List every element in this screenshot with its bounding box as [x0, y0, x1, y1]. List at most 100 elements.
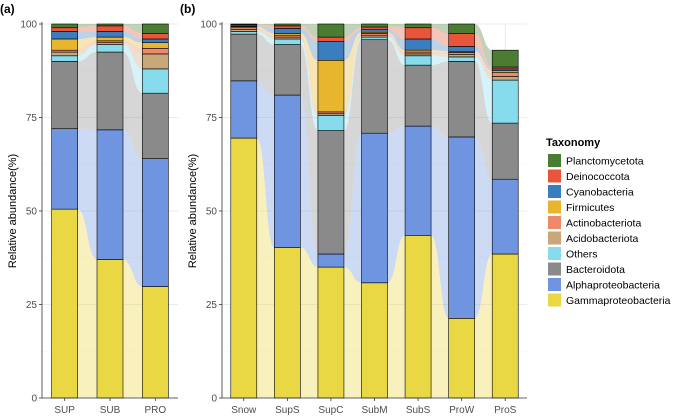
flow-others-b: [431, 55, 449, 66]
bar-sups-deinococcota: [274, 25, 301, 29]
flow-planctomycetota-b: [431, 24, 449, 34]
bar-sups-gammaproteobacteria: [274, 247, 301, 399]
flow-alphaproteobacteria-a: [123, 129, 143, 287]
panel-label-a: (a): [0, 2, 15, 16]
flow-firmicutes-b: [343, 32, 362, 112]
legend-title: Taxonomy: [546, 137, 601, 149]
flow-gammaproteobacteria-b: [474, 254, 493, 398]
flow-cyanobacteria-b: [300, 28, 318, 61]
bar-pro-actinobacteriota: [142, 48, 169, 55]
flows-b: [256, 24, 493, 398]
bar-prow-others: [448, 56, 475, 62]
flow-firmicutes-b: [474, 51, 493, 73]
y-tick-label-b-50: 50: [206, 207, 218, 218]
legend-swatch-others: [548, 247, 561, 260]
flow-bacteroidota-b: [343, 39, 362, 255]
bar-pros-bacteroidota: [491, 122, 519, 180]
flow-cyanobacteria-b: [256, 25, 275, 34]
flow-gammaproteobacteria-b: [431, 235, 449, 398]
flow-others-b: [474, 56, 493, 124]
y-tick-label-a-50: 50: [26, 207, 38, 218]
bar-subs-cyanobacteria: [404, 38, 432, 51]
bar-pro-bacteroidota: [142, 92, 169, 159]
flow-actinobacteriota-b: [387, 33, 406, 54]
bar-snow-others: [230, 31, 258, 35]
flow-deinococcota-b: [431, 27, 449, 47]
bar-pros-planctomycetota: [491, 49, 519, 68]
bar-subs-deinococcota: [404, 27, 432, 40]
bar-sub-alphaproteobacteria: [96, 129, 124, 260]
legend-label-others: Others: [566, 249, 598, 261]
flow-gammaproteobacteria-b: [300, 247, 318, 398]
flow-bacteroidota-b: [256, 34, 275, 96]
bar-sub-deinococcota: [96, 25, 124, 32]
bar-sub-gammaproteobacteria: [96, 259, 124, 399]
legend: Taxonomy Planctomycetota Deinococcota Cyan…: [546, 137, 671, 307]
y-axis-title-b: Relative abundance(%): [187, 154, 199, 268]
flow-cyanobacteria-b: [343, 29, 362, 61]
flow-alphaproteobacteria-b: [300, 95, 318, 268]
bar-prow-cyanobacteria: [448, 46, 475, 52]
bar-pro-planctomycetota: [142, 23, 169, 34]
bar-subs-bacteroidota: [404, 64, 432, 127]
x-tick-label-subm: SubM: [361, 405, 387, 416]
flow-actinobacteriota-b: [343, 33, 362, 114]
flow-others-a: [77, 44, 97, 62]
legend-label-cyanobacteria: Cyanobacteria: [566, 187, 634, 199]
y-tick-label-a-25: 25: [26, 300, 38, 311]
x-tick-label-snow: Snow: [231, 405, 257, 416]
flow-gammaproteobacteria-b: [343, 267, 362, 398]
bar-prow-bacteroidota: [448, 61, 475, 138]
bar-supc-cyanobacteria: [317, 41, 345, 61]
flow-deinococcota-b: [300, 25, 318, 42]
y-tick-label-a-75: 75: [26, 113, 38, 124]
flow-firmicutes-b: [256, 26, 275, 36]
flow-acidobacteriota-b: [474, 54, 493, 81]
bar-prow-acidobacteriota: [448, 53, 475, 58]
flow-cyanobacteria-a: [123, 31, 143, 43]
flow-actinobacteriota-b: [474, 52, 493, 77]
axes-b: 0 25 50 75 100 Snow SupS SupC SubM SubS ProW ProS: [200, 20, 527, 416]
legend-swatch-actinobacteriota: [548, 216, 561, 229]
bar-sup-firmicutes: [51, 38, 78, 51]
flow-actinobacteriota-b: [300, 35, 318, 114]
legend-swatch-acidobacteriota: [548, 231, 561, 245]
bar-pro-gammaproteobacteria: [142, 286, 169, 399]
flow-planctomycetota-b: [343, 24, 362, 38]
bar-sub-cyanobacteria: [96, 31, 124, 38]
legend-swatch-firmicutes: [548, 200, 561, 214]
flow-alphaproteobacteria-b: [431, 126, 449, 319]
flow-alphaproteobacteria-b: [474, 136, 493, 319]
bar-prow-deinococcota: [448, 33, 475, 47]
flow-gammaproteobacteria-b: [256, 138, 275, 398]
bar-pros-others: [491, 79, 519, 124]
y-tick-label-b-75: 75: [206, 113, 218, 124]
bar-sub-planctomycetota: [96, 23, 124, 27]
x-tick-label-sup: SUP: [54, 405, 75, 416]
bar-sups-others: [274, 38, 301, 45]
x-tick-label-pros: ProS: [494, 405, 517, 416]
bar-prow-planctomycetota: [448, 23, 475, 34]
bar-pros-acidobacteriota: [491, 76, 519, 81]
flow-deinococcota-b: [474, 33, 493, 69]
legend-label-deinococcota: Deinococcota: [566, 171, 630, 183]
flow-cyanobacteria-a: [77, 31, 97, 39]
y-axis-title-a: Relative abundance(%): [7, 154, 19, 268]
bar-subm-gammaproteobacteria: [361, 282, 388, 399]
panel-b: (b) Relative abundance(%) 0 25 50 75 100 Snow…: [180, 2, 527, 416]
bar-supc-alphaproteobacteria: [317, 253, 345, 268]
bar-supc-firmicutes: [317, 59, 345, 113]
bar-supc-gammaproteobacteria: [317, 266, 345, 399]
legend-label-gammaproteobacteria: Gammaproteobacteria: [566, 295, 671, 307]
bar-pros-gammaproteobacteria: [491, 253, 519, 399]
legend-label-planctomycetota: Planctomycetota: [566, 156, 644, 168]
flow-planctomycetota-b: [256, 24, 275, 26]
bar-pro-others: [142, 68, 169, 94]
bar-sup-bacteroidota: [51, 61, 78, 130]
bar-snow-alphaproteobacteria: [230, 80, 258, 139]
legend-label-actinobacteriota: Actinobacteriota: [566, 218, 641, 230]
flow-acidobacteriota-b: [387, 35, 406, 56]
flow-firmicutes-b: [387, 32, 406, 53]
legend-swatch-deinococcota: [548, 169, 561, 183]
y-tick-label-a-0: 0: [31, 394, 37, 405]
